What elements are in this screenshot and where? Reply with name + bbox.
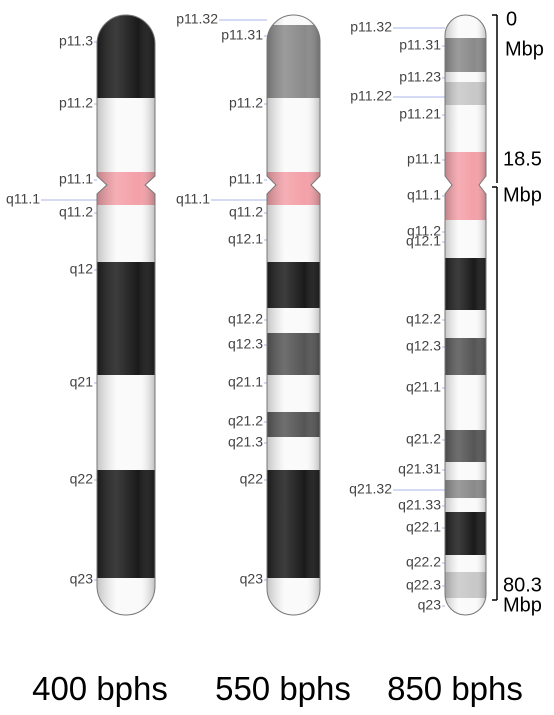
band-label: q21.32 <box>349 481 392 497</box>
scale-label: 18.5 <box>503 148 542 170</box>
ideogram: 0 Mbp 18.5 Mbp 80.3 Mbp p11.3 p11.2 p11.1 q… <box>0 0 554 715</box>
band-label: q21.2 <box>406 431 441 447</box>
chromosome: p11.3 p11.2 p11.1 q11.1 q11.2 q12 q21 q22 q23 <box>6 15 157 615</box>
band-label: q23 <box>240 571 264 587</box>
band-label: q12 <box>70 261 94 277</box>
band-label: q22.3 <box>406 577 441 593</box>
band-label: q22 <box>240 471 264 487</box>
band-label: p11.1 <box>59 171 93 187</box>
band-label: q22 <box>70 471 94 487</box>
bands <box>443 15 488 615</box>
chromosome: p11.32 p11.31 p11.23 p11.22 p11.21 p11.1 q11.1… <box>349 15 488 615</box>
band-label: q12.1 <box>228 231 263 247</box>
band-label: q23 <box>70 571 94 587</box>
band-label: p11.31 <box>221 27 263 43</box>
band-label: p11.23 <box>399 69 441 85</box>
band-label: q12.3 <box>228 336 263 352</box>
shading <box>95 15 157 615</box>
shading <box>265 15 322 615</box>
scale-unit: Mbp <box>503 594 542 616</box>
band-label: p11.32 <box>176 11 218 27</box>
scale-bar <box>492 15 497 600</box>
band-label: q11.1 <box>407 187 441 203</box>
band-label: q21.31 <box>398 461 441 477</box>
band-label: q12.1 <box>406 233 441 249</box>
band-label: q21 <box>70 374 94 390</box>
band-label: q11.2 <box>229 204 263 220</box>
band-label: p11.22 <box>350 88 392 104</box>
band-label: q12.3 <box>406 338 441 354</box>
band-label: q22.1 <box>406 519 441 535</box>
band-label: p11.32 <box>350 19 392 35</box>
scale-label: 80.3 <box>503 574 542 596</box>
scale-label: 0 <box>506 8 517 30</box>
band-label: q12.2 <box>228 311 263 327</box>
caption: 850 bphs <box>387 670 523 707</box>
band-label: p11.2 <box>59 95 93 111</box>
bands <box>265 15 322 615</box>
band-label: q11.1 <box>6 191 40 207</box>
bands <box>95 15 157 615</box>
band-label: q11.2 <box>59 204 93 220</box>
caption: 550 bphs <box>215 670 351 707</box>
band-label: p11.31 <box>399 37 441 53</box>
shading <box>443 15 488 615</box>
band-label: q21.33 <box>398 497 441 513</box>
band-label: q21.2 <box>228 413 263 429</box>
band-label: q21.3 <box>228 434 263 450</box>
band-label: p11.3 <box>59 33 93 49</box>
band-label: p11.1 <box>229 171 263 187</box>
caption: 400 bphs <box>32 670 168 707</box>
scale-unit: Mbp <box>505 38 544 60</box>
scale-unit: Mbp <box>503 184 542 206</box>
band-label: p11.21 <box>399 106 441 122</box>
band-label: q12.2 <box>406 311 441 327</box>
band-label: q21.1 <box>228 374 263 390</box>
band-label: q11.1 <box>176 191 210 207</box>
band-label: q21.1 <box>406 379 441 395</box>
band-label: q23 <box>418 597 442 613</box>
band-label: q22.2 <box>406 554 441 570</box>
band-label: p11.1 <box>407 151 441 167</box>
band-label: p11.2 <box>229 95 263 111</box>
